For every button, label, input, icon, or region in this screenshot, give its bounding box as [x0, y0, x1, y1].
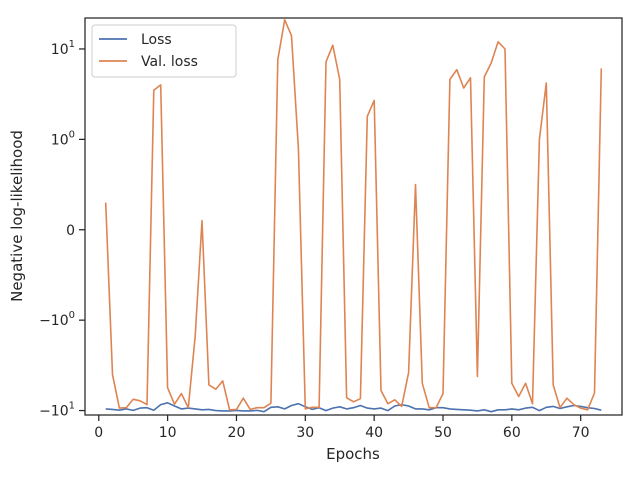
y-tick-label: 101 — [51, 39, 75, 58]
plot-frame — [84, 17, 623, 416]
series-layer — [104, 18, 603, 413]
y-tick-label: 100 — [51, 129, 75, 148]
y-tick-label: −101 — [39, 401, 75, 420]
x-axis-title: Epochs — [326, 445, 380, 463]
legend-box — [91, 24, 237, 78]
legend: Loss Val. loss — [91, 24, 237, 78]
x-tick-label: 60 — [503, 425, 521, 441]
x-tick-label: 0 — [94, 425, 103, 441]
x-tick-label: 10 — [159, 425, 177, 441]
x-tick-label: 40 — [365, 425, 383, 441]
x-tick-label: 30 — [296, 425, 314, 441]
legend-label: Loss — [141, 32, 172, 48]
series-line-val-loss — [104, 18, 603, 411]
tick-layer: 0 10 20 30 40 50 60 70 −101 −100 0 100 101 — [39, 39, 590, 441]
x-tick-label: 50 — [434, 425, 452, 441]
x-tick-label: 70 — [572, 425, 590, 441]
y-axis-title: Negative log-likelihood — [8, 130, 26, 302]
axes-layer — [84, 17, 623, 416]
y-tick-label: 0 — [66, 223, 75, 239]
y-tick-label: −100 — [39, 310, 75, 329]
legend-label: Val. loss — [141, 54, 198, 70]
x-tick-label: 20 — [228, 425, 246, 441]
